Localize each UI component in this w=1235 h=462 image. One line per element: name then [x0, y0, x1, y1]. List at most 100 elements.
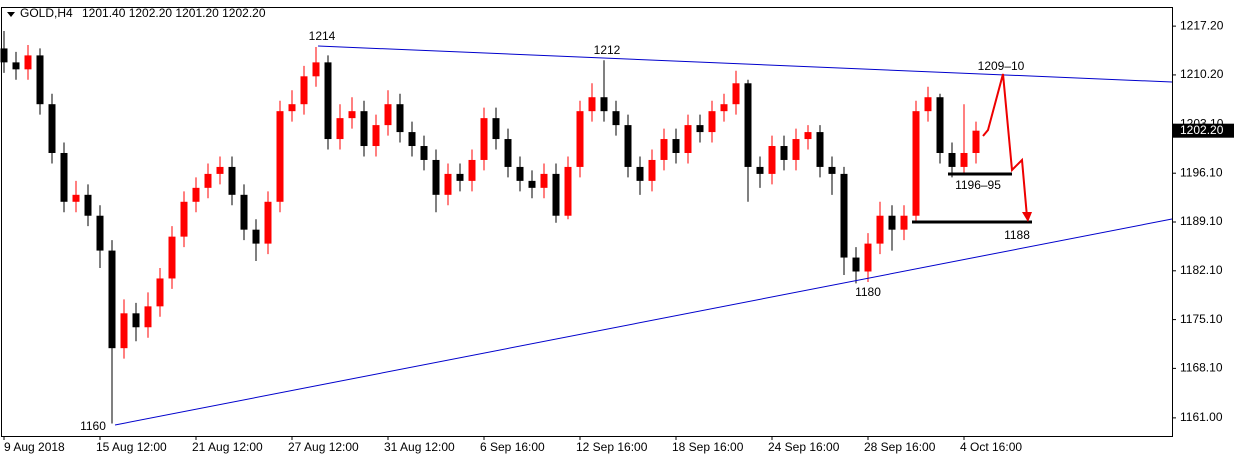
candle-body [276, 111, 284, 202]
candle-body [300, 76, 308, 105]
candle-body [120, 313, 128, 349]
candle-body [756, 166, 764, 174]
candle-body [744, 83, 752, 167]
candle-body [708, 111, 716, 133]
candle-body [948, 152, 956, 167]
candle-body [348, 111, 356, 119]
candle-body [132, 313, 140, 328]
candle-body [444, 173, 452, 195]
axes: 1217.201210.201203.101196.101189.101182.… [3, 18, 1234, 454]
candle-body [648, 159, 656, 181]
candle-body [84, 194, 92, 216]
candle-body [624, 125, 632, 167]
candle-body [24, 55, 32, 70]
candle-body [156, 278, 164, 307]
candle-body [768, 146, 776, 174]
candle-body [720, 104, 728, 112]
y-tick-label: 1196.10 [1180, 165, 1223, 179]
annotation: 1160 [80, 419, 106, 433]
candle-body [372, 125, 380, 147]
y-tick-label: 1168.10 [1180, 361, 1223, 375]
x-tick-label: 24 Sep 16:00 [768, 440, 840, 454]
candle-body [600, 97, 608, 112]
y-tick-label: 1175.10 [1180, 312, 1223, 326]
marks [0, 31, 980, 424]
candle-body [504, 139, 512, 167]
candle-body [732, 83, 740, 105]
candle-body [420, 146, 428, 160]
upper-trendline [317, 45, 1173, 83]
projection-path [982, 73, 1028, 218]
candle-body [864, 243, 872, 272]
candle-body [852, 257, 860, 272]
candle-body [960, 152, 968, 167]
x-tick-label: 9 Aug 2018 [4, 440, 65, 454]
candle-body [324, 62, 332, 140]
candle-body [876, 215, 884, 244]
candle-body [564, 166, 572, 216]
candle-body [252, 229, 260, 244]
projection-arrowhead [1022, 212, 1032, 222]
candle-body [660, 139, 668, 160]
y-tick-label: 1189.10 [1180, 214, 1223, 228]
y-tick-label: 1217.20 [1180, 18, 1224, 32]
x-tick-label: 12 Sep 16:00 [576, 440, 648, 454]
x-tick-label: 27 Aug 12:00 [288, 440, 359, 454]
annotation: 1214 [309, 29, 336, 43]
candle-body [264, 201, 272, 244]
candle-body [528, 180, 536, 188]
candle-body [48, 104, 56, 153]
candle-body [840, 173, 848, 258]
candle-body [696, 125, 704, 133]
candle-body [288, 104, 296, 112]
y-tick-label: 1210.20 [1180, 67, 1224, 81]
candle-body [396, 104, 404, 133]
candle-body [816, 132, 824, 167]
candle-body [576, 111, 584, 167]
annotation: 1180 [855, 285, 881, 299]
candle-body [516, 166, 524, 181]
chart-title: GOLD,H4 [20, 6, 73, 20]
candle-body [72, 194, 80, 202]
candle-body [312, 62, 320, 77]
x-tick-label: 28 Sep 16:00 [864, 440, 936, 454]
candle-body [792, 139, 800, 160]
candle-body [492, 118, 500, 140]
candle-body [384, 104, 392, 126]
candle-body [168, 236, 176, 279]
current-price-box [1173, 123, 1234, 138]
candle-body [828, 166, 836, 174]
candle-body [924, 97, 932, 112]
candle-body [588, 97, 596, 112]
candle-body [180, 201, 188, 237]
candle-body [240, 194, 248, 230]
x-tick-label: 6 Sep 16:00 [480, 440, 545, 454]
candle-body [432, 159, 440, 195]
candle-body [672, 139, 680, 153]
candle-body [888, 215, 896, 230]
ohlc-text: 1201.40 1202.20 1201.20 1202.20 [82, 6, 266, 20]
x-tick-label: 21 Aug 12:00 [192, 440, 263, 454]
candle-body [552, 173, 560, 216]
candle-body [900, 215, 908, 230]
candle-body [108, 250, 116, 349]
candle-body [204, 173, 212, 188]
lower-trendline [114, 218, 1173, 426]
x-tick-label: 31 Aug 12:00 [384, 440, 455, 454]
candle-body [540, 173, 548, 188]
candle-body [36, 55, 44, 105]
candle-body [780, 146, 788, 160]
candle-body [360, 111, 368, 147]
x-tick-label: 4 Oct 16:00 [960, 440, 1022, 454]
candle-body [228, 166, 236, 195]
x-tick-label: 15 Aug 12:00 [96, 440, 167, 454]
candle-body [408, 132, 416, 147]
candle-body [144, 306, 152, 328]
annotation: 1196–95 [955, 178, 1001, 192]
candle-body [936, 97, 944, 153]
candle-body [192, 187, 200, 202]
candle-body [216, 166, 224, 174]
candle-body [636, 166, 644, 181]
x-tick-label: 18 Sep 16:00 [672, 440, 744, 454]
